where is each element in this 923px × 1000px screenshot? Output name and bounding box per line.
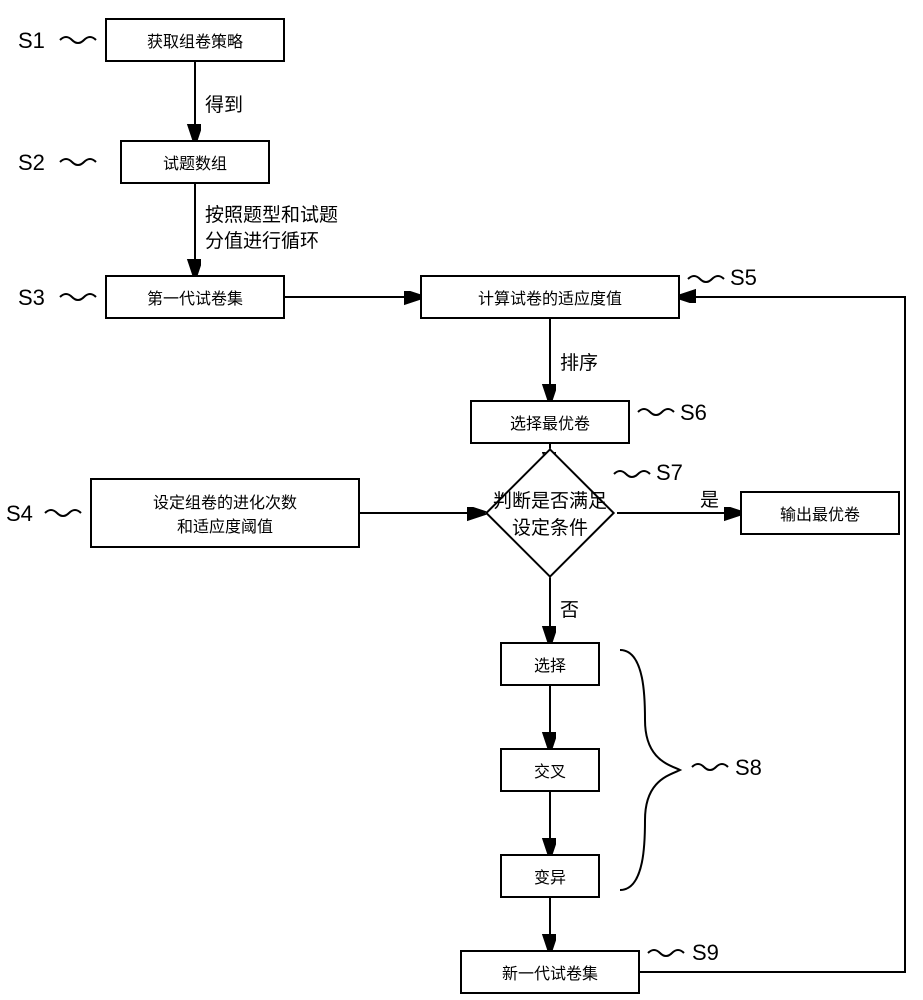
step-label-s8: S8 [735,755,762,781]
node-s5-label: 计算试卷的适应度值 [478,285,622,309]
squiggle-s4 [45,510,81,516]
node-out-label: 输出最优卷 [780,501,860,525]
node-s4: 设定组卷的进化次数 和适应度阈值 [90,478,360,548]
squiggle-s2 [60,159,96,165]
node-s4-label: 设定组卷的进化次数 和适应度阈值 [153,489,297,537]
edge-label-e23-l1: 按照题型和试题 [205,200,338,227]
node-s9-label: 新一代试卷集 [502,960,598,984]
node-mut-label: 变异 [534,864,566,888]
edge-label-e12: 得到 [205,90,243,117]
node-s9: 新一代试卷集 [460,950,640,994]
step-label-s2: S2 [18,150,45,176]
node-cross: 交叉 [500,748,600,792]
node-s6: 选择最优卷 [470,400,630,444]
step-label-s1: S1 [18,28,45,54]
edge-label-e7sel: 否 [560,595,579,622]
node-s2: 试题数组 [120,140,270,184]
squiggle-s6 [638,409,674,415]
step-label-s6: S6 [680,400,707,426]
squiggle-s1 [60,37,96,43]
node-mut: 变异 [500,854,600,898]
node-sel: 选择 [500,642,600,686]
step-label-s9: S9 [692,940,719,966]
node-s3: 第一代试卷集 [105,275,285,319]
node-s7-label: 判断是否满足 设定条件 [493,486,607,540]
flowchart-canvas: 获取组卷策略 试题数组 第一代试卷集 设定组卷的进化次数 和适应度阈值 计算试卷… [0,0,923,1000]
edge-label-e56: 排序 [560,348,598,375]
step-label-s7: S7 [656,460,683,486]
node-s3-label: 第一代试卷集 [147,285,243,309]
step-label-s4: S4 [6,501,33,527]
node-s1-label: 获取组卷策略 [147,28,243,52]
node-sel-label: 选择 [534,652,566,676]
node-out: 输出最优卷 [740,491,900,535]
node-s2-label: 试题数组 [163,150,227,174]
squiggle-s5 [688,276,724,282]
squiggle-s9 [648,950,684,956]
node-s5: 计算试卷的适应度值 [420,275,680,319]
edge-label-e7out: 是 [700,485,719,512]
node-s7: 判断是否满足 设定条件 [504,467,596,559]
node-cross-label: 交叉 [534,758,566,782]
squiggle-s8 [692,764,728,770]
squiggle-s3 [60,294,96,300]
step-label-s3: S3 [18,285,45,311]
edge-label-e23-l2: 分值进行循环 [205,226,319,253]
edge-s9-s5-loop [640,297,905,972]
node-s6-label: 选择最优卷 [510,410,590,434]
node-s1: 获取组卷策略 [105,18,285,62]
step-label-s5: S5 [730,265,757,291]
brace-s8 [620,650,680,890]
